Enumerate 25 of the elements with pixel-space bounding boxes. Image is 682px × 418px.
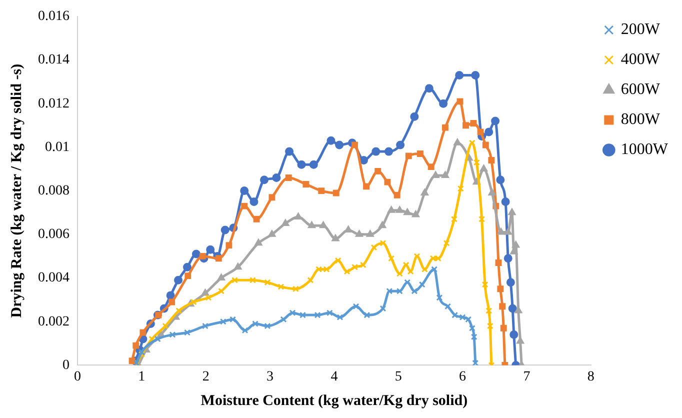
x-tick-label: 5 xyxy=(394,369,402,384)
y-tick-label: 0.008 xyxy=(38,183,70,198)
x-tick-label: 6 xyxy=(459,369,466,384)
y-tick-label: 0 xyxy=(62,358,70,373)
x-tick-label: 8 xyxy=(587,369,594,384)
legend-label: 800W xyxy=(620,111,661,128)
y-tick-label: 0.012 xyxy=(38,96,70,112)
y-axis-title: Drying Rate (kg water / Kg dry solid -s) xyxy=(8,64,25,318)
y-tick-label: 0.004 xyxy=(38,270,70,286)
legend-label: 400W xyxy=(620,51,661,68)
x-tick-label: 1 xyxy=(138,369,146,384)
x-tick-label: 0 xyxy=(74,369,81,384)
x-axis-title: Moisture Content (kg water/Kg dry solid) xyxy=(200,392,468,409)
y-tick-label: 0.006 xyxy=(38,227,70,242)
x-tick-label: 7 xyxy=(523,369,530,384)
y-tick-label: 0.01 xyxy=(45,140,70,155)
y-tick-label: 0.002 xyxy=(38,314,70,330)
y-tick-label: 0.016 xyxy=(38,9,70,24)
legend-label: 1000W xyxy=(620,141,669,158)
x-tick-label: 2 xyxy=(202,369,210,384)
legend-label: 600W xyxy=(620,81,661,98)
x-tick-label: 3 xyxy=(266,369,274,384)
x-tick-label: 4 xyxy=(330,369,338,384)
y-tick-label: 0.014 xyxy=(38,52,70,68)
legend-label: 200W xyxy=(620,21,661,38)
